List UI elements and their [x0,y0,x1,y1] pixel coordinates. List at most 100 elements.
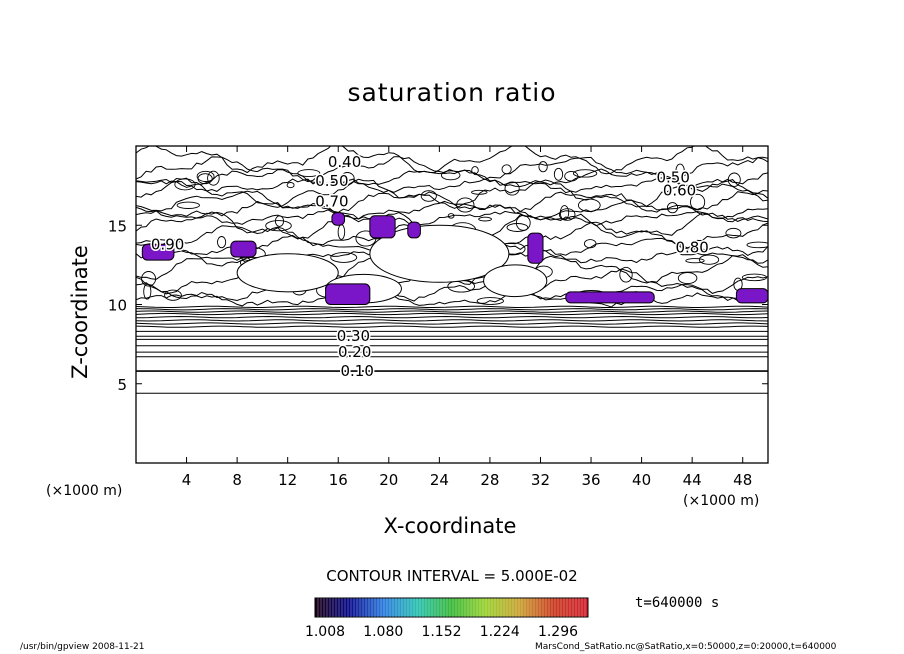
contour-loop [440,170,461,181]
saturated-region [369,224,510,283]
contour-loop [675,163,685,178]
contour-loop [559,205,570,221]
contour-loop [685,258,705,264]
contour-loop [196,170,215,182]
contour-loop [501,164,512,175]
x-tick-label: 24 [430,471,449,489]
contour-label: 0.30 [337,327,370,345]
contour-loop [471,166,479,175]
saturated-region [483,264,548,298]
x-tick-label: 36 [581,471,600,489]
contour-label: 0.40 [328,153,361,171]
x-tick-label: 12 [278,471,297,489]
chart-title: saturation ratio [347,78,557,107]
x-tick-label: 44 [683,471,702,489]
contour-loop [572,169,598,178]
contour-loop [564,170,579,182]
contour-loop [538,161,548,173]
supersaturated-region [141,243,175,261]
contour-line [136,325,768,328]
supersaturated-region [735,288,768,304]
contour-loop [558,208,576,221]
x-tick-label: 40 [632,471,651,489]
supersaturated-region [369,215,396,239]
contour-loop [217,236,227,249]
y-axis-unit: (×1000 m) [46,483,123,499]
contour-line [136,308,768,311]
contour-line [136,177,768,209]
contour-loop [553,167,564,181]
contour-interval-label: CONTOUR INTERVAL = 5.000E-02 [326,567,578,585]
contour-loop [456,197,475,213]
contour-label: 0.80 [675,238,708,256]
contour-loop [504,181,520,196]
contour-line [136,315,768,319]
saturated-region [236,253,339,293]
x-tick-label: 28 [480,471,499,489]
contour-loop [727,172,741,187]
colorbar-tick-label: 1.224 [480,624,520,640]
contour-loop [725,227,742,239]
contour-label: 0.90 [151,235,184,253]
y-tick-label: 10 [108,297,127,315]
contour-line [136,190,768,213]
contour-loop [476,297,504,305]
supersaturated-region [230,240,257,258]
contour-label: 0.60 [663,181,696,199]
contour-loop [447,213,455,219]
contour-line [136,292,768,308]
contour-line [136,177,768,194]
contour-loop [690,193,706,211]
x-tick-label: 48 [733,471,752,489]
x-tick-label: 32 [531,471,550,489]
contour-loop [141,271,157,287]
y-tick-label: 5 [117,376,127,394]
supersaturated-region [527,232,544,264]
y-axis-label: Z-coordinate [68,245,92,379]
supersaturated-region [407,221,421,239]
contour-loop [197,173,213,185]
contour-line [136,305,768,309]
contour-line [136,319,768,322]
contour-loop [741,273,768,282]
x-tick-label: 16 [329,471,348,489]
contour-loop [577,198,601,212]
contour-line [136,281,768,302]
contour-loop [174,178,196,191]
contour-label: 0.70 [315,192,348,210]
contour-line [136,199,768,220]
contour-line [136,322,768,325]
contour-label: 0.10 [340,362,373,380]
contour-label: 0.50 [656,169,689,187]
contour-loop [265,220,292,232]
contour-loop [666,202,679,214]
contour-loop [164,289,182,301]
contour-label: 0.20 [338,343,371,361]
x-tick-label: 4 [182,471,192,489]
supersaturated-region [325,283,371,305]
contour-loop [619,266,633,283]
contour-line [136,312,768,316]
x-axis-unit: (×1000 m) [683,493,760,509]
contour-loop [515,215,531,231]
x-axis-label: X-coordinate [383,514,517,538]
colorbar-tick-label: 1.008 [305,624,345,640]
y-tick-label: 15 [108,217,127,235]
contour-loop [355,230,377,247]
contour-loop [143,283,152,300]
contour-loop [207,170,220,186]
contour-loop [297,169,321,178]
contour-loop [698,254,720,265]
contour-loop [340,172,355,186]
contour-loop [176,201,200,209]
contour-loop [420,190,437,202]
colorbar [314,597,589,618]
contour-line [136,209,768,226]
contour-label: 0.50 [315,172,348,190]
supersaturated-region [565,291,655,304]
x-tick-label: 20 [379,471,398,489]
contour-loop [330,252,358,263]
supersaturated-region [331,212,346,226]
footer-right: MarsCond_SatRatio.nc@SatRatio,x=0:50000,… [535,642,837,652]
